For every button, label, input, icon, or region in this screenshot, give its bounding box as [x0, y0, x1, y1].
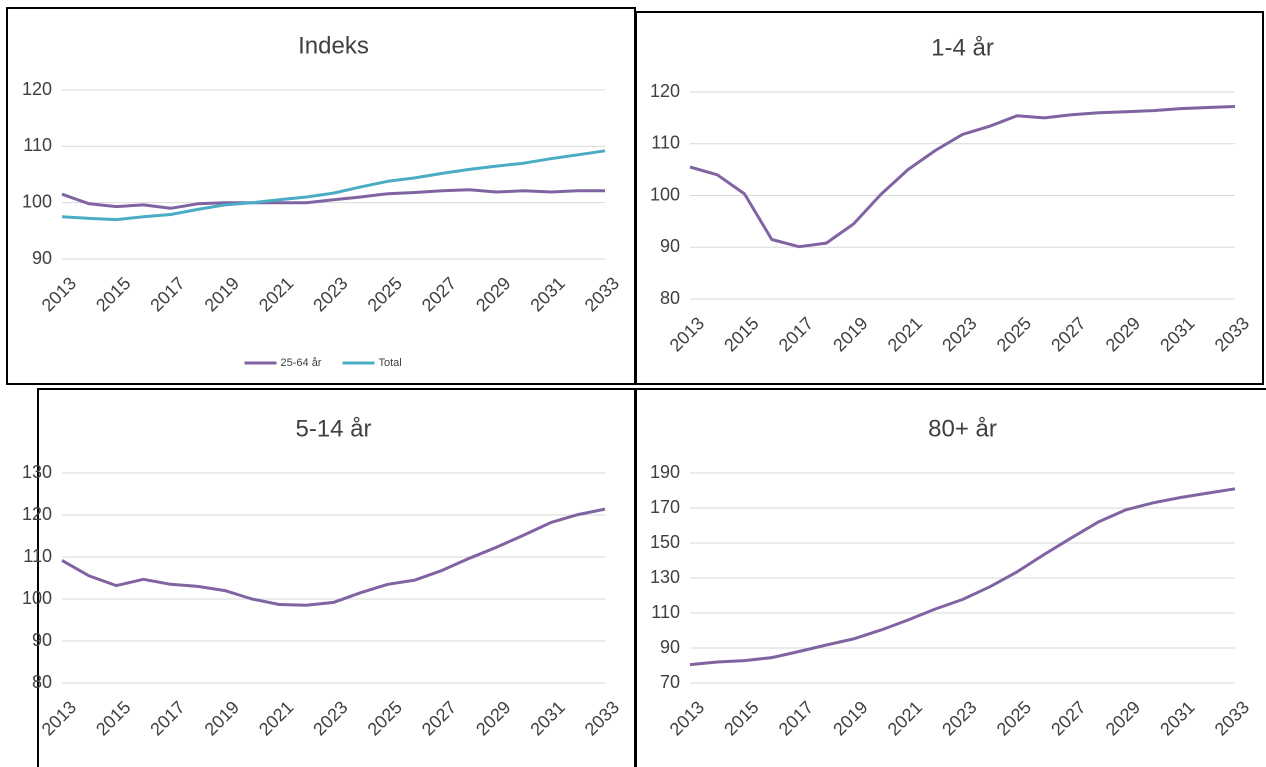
x-tick-label: 2023	[938, 313, 980, 355]
series-line	[61, 507, 606, 607]
series-line	[61, 149, 606, 222]
y-tick-label: 120	[22, 504, 52, 524]
y-tick-label: 90	[32, 248, 52, 268]
x-tick-label: 2029	[1102, 313, 1144, 355]
y-tick-label: 90	[660, 637, 680, 657]
x-tick-label: 2023	[938, 697, 980, 739]
x-tick-label: 2015	[720, 697, 762, 739]
x-tick-label: 2025	[364, 273, 406, 315]
legend-label: 25-64 år	[281, 357, 322, 369]
chart-title: 5-14 år	[295, 415, 371, 442]
legend-label: Total	[379, 357, 402, 369]
y-tick-label: 170	[650, 497, 680, 517]
x-tick-label: 2027	[418, 697, 460, 739]
x-tick-label: 2033	[581, 697, 623, 739]
x-tick-label: 2027	[1047, 313, 1089, 355]
x-tick-label: 2017	[146, 273, 188, 315]
chart-title: Indeks	[298, 32, 369, 59]
y-tick-label: 100	[22, 191, 52, 211]
x-tick-label: 2029	[472, 697, 514, 739]
x-tick-label: 2029	[472, 273, 514, 315]
x-tick-label: 2031	[1156, 697, 1198, 739]
x-tick-label: 2015	[92, 273, 134, 315]
y-tick-label: 100	[650, 184, 680, 204]
y-tick-label: 120	[22, 79, 52, 99]
x-tick-label: 2031	[1156, 313, 1198, 355]
y-tick-label: 90	[32, 630, 52, 650]
x-tick-label: 2031	[526, 273, 568, 315]
x-tick-label: 2017	[146, 697, 188, 739]
x-tick-label: 2023	[309, 273, 351, 315]
y-tick-label: 150	[650, 532, 680, 552]
x-tick-label: 2019	[201, 697, 243, 739]
series-line	[689, 487, 1236, 667]
x-tick-label: 2025	[364, 697, 406, 739]
x-tick-label: 2033	[1211, 313, 1253, 355]
y-tick-label: 110	[651, 602, 680, 622]
panel-border	[635, 11, 1264, 385]
x-tick-label: 2025	[993, 697, 1035, 739]
series-line	[61, 188, 605, 210]
x-tick-label: 2027	[418, 273, 460, 315]
x-tick-label: 2023	[309, 697, 351, 739]
y-tick-label: 80	[660, 288, 680, 308]
x-tick-label: 2013	[666, 313, 708, 355]
y-tick-label: 190	[650, 462, 680, 482]
y-tick-label: 70	[660, 672, 680, 692]
x-tick-label: 2027	[1047, 697, 1089, 739]
x-tick-label: 2013	[38, 697, 80, 739]
x-tick-label: 2019	[829, 313, 871, 355]
x-tick-label: 2013	[38, 273, 80, 315]
x-tick-label: 2019	[201, 273, 243, 315]
y-tick-label: 80	[32, 672, 52, 692]
x-tick-label: 2031	[526, 697, 568, 739]
x-tick-label: 2029	[1102, 697, 1144, 739]
chart-title: 1-4 år	[931, 34, 994, 61]
y-tick-label: 110	[651, 133, 680, 153]
x-tick-label: 2033	[581, 273, 623, 315]
y-tick-label: 100	[22, 588, 52, 608]
x-tick-label: 2025	[993, 313, 1035, 355]
x-tick-label: 2017	[775, 697, 817, 739]
x-tick-label: 2033	[1211, 697, 1253, 739]
y-tick-label: 110	[23, 135, 52, 155]
x-tick-label: 2017	[775, 313, 817, 355]
x-tick-label: 2015	[720, 313, 762, 355]
panel-border	[635, 388, 1266, 767]
x-tick-label: 2021	[884, 697, 926, 739]
y-tick-label: 120	[650, 81, 680, 101]
x-tick-label: 2015	[92, 697, 134, 739]
chart-title: 80+ år	[928, 415, 997, 442]
y-tick-label: 90	[660, 236, 680, 256]
series-line	[689, 105, 1236, 249]
y-tick-label: 130	[650, 567, 680, 587]
x-tick-label: 2021	[255, 697, 297, 739]
x-tick-label: 2013	[666, 697, 708, 739]
x-tick-label: 2021	[255, 273, 297, 315]
x-tick-label: 2021	[884, 313, 926, 355]
y-tick-label: 130	[22, 462, 52, 482]
x-tick-label: 2019	[829, 697, 871, 739]
y-tick-label: 110	[23, 546, 52, 566]
